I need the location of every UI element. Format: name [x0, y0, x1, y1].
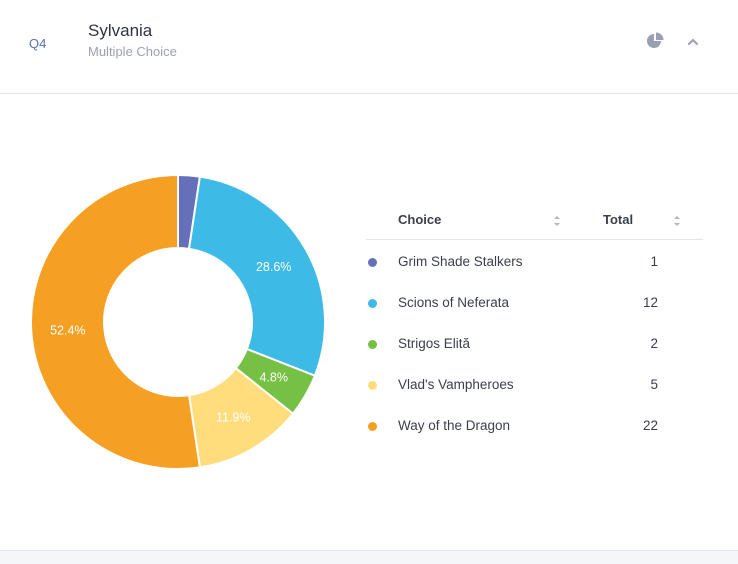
slice-percent-label: 4.8%: [259, 370, 288, 384]
choice-label: Vlad's Vampheroes: [398, 377, 514, 392]
choice-total: 1: [650, 254, 658, 269]
legend-dot: [368, 381, 377, 390]
choice-label: Way of the Dragon: [398, 418, 511, 433]
results-table: Choice Total Grim Shade Stalkers 1 Scions …: [366, 200, 703, 445]
question-type: Multiple Choice: [88, 44, 177, 59]
donut-chart-svg: 28.6% 4.8% 11.9% 52.4%: [30, 174, 326, 470]
choice-label: Strigos Elită: [398, 336, 471, 351]
donut-chart: 28.6% 4.8% 11.9% 52.4%: [30, 174, 326, 470]
table-body: Grim Shade Stalkers 1 Scions of Neferata 12…: [366, 240, 703, 445]
table-row: Vlad's Vampheroes 5: [366, 363, 703, 404]
question-number: Q4: [29, 36, 47, 51]
choice-total: 5: [650, 377, 658, 392]
choice-label: Grim Shade Stalkers: [398, 254, 523, 269]
column-header-choice[interactable]: Choice: [398, 212, 442, 227]
column-header-total[interactable]: Total: [603, 212, 634, 227]
choice-label: Scions of Neferata: [398, 295, 510, 310]
legend-dot: [368, 299, 377, 308]
legend-dot: [368, 340, 377, 349]
table-row: Grim Shade Stalkers 1: [366, 240, 703, 281]
choice-total: 12: [642, 295, 658, 310]
sort-icon[interactable]: [672, 214, 682, 228]
slice-percent-label: 52.4%: [50, 323, 85, 337]
sort-icon[interactable]: [552, 214, 562, 228]
legend-dot: [368, 258, 377, 267]
slice-percent-label: 28.6%: [256, 260, 291, 274]
table-row: Strigos Elită 2: [366, 322, 703, 363]
choice-total: 22: [642, 418, 658, 433]
pie-chart-icon[interactable]: [645, 31, 665, 51]
chevron-up-icon[interactable]: [684, 33, 702, 51]
table-row: Way of the Dragon 22: [366, 404, 703, 445]
table-row: Scions of Neferata 12: [366, 281, 703, 322]
table-header: Choice Total: [366, 200, 703, 240]
donut-slice[interactable]: [30, 174, 202, 470]
question-header: Q4 Sylvania Multiple Choice: [0, 0, 738, 94]
donut-slice[interactable]: [187, 175, 326, 378]
legend-dot: [368, 422, 377, 431]
section-divider: [0, 550, 738, 564]
choice-total: 2: [650, 336, 658, 351]
question-title: Sylvania: [88, 21, 153, 40]
slice-percent-label: 11.9%: [216, 411, 251, 425]
